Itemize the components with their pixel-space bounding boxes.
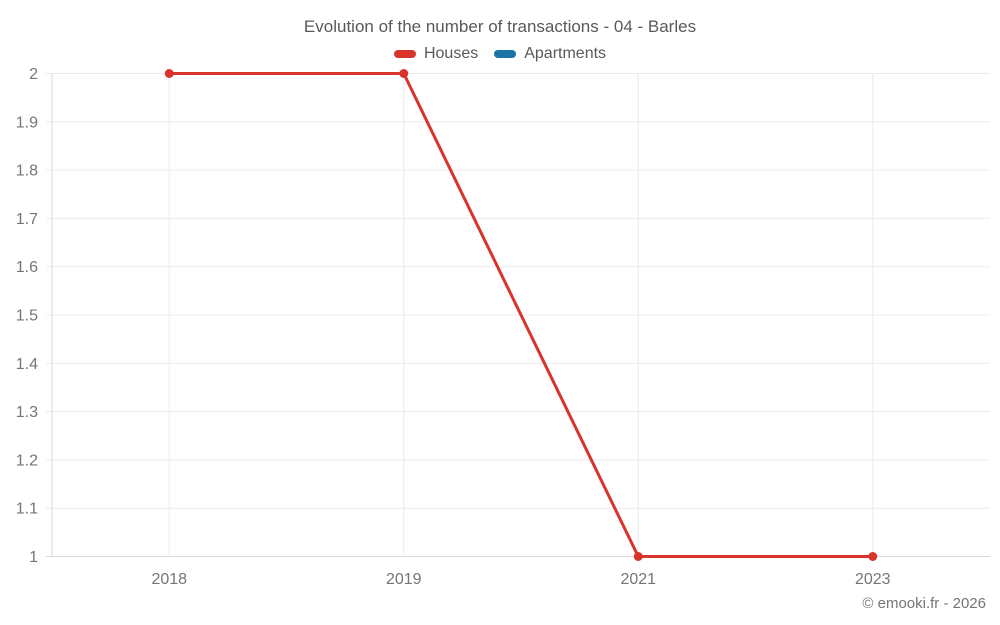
x-tick-label: 2021	[620, 571, 656, 588]
y-tick-label: 2	[29, 66, 38, 83]
copyright-footer: © emooki.fr - 2026	[862, 595, 986, 612]
houses-data-point[interactable]	[399, 69, 409, 78]
y-tick-label: 1.4	[16, 356, 38, 373]
y-tick-label: 1.6	[16, 259, 38, 276]
legend-item-apartments[interactable]: Apartments	[494, 45, 606, 63]
x-tick-label: 2023	[855, 571, 891, 588]
houses-data-point[interactable]	[164, 69, 174, 78]
y-tick-label: 1.1	[16, 501, 38, 518]
y-tick-label: 1.3	[16, 404, 38, 421]
apartments-series-swatch-icon	[494, 50, 517, 58]
houses-data-point[interactable]	[868, 552, 878, 561]
y-tick-label: 1.5	[16, 308, 38, 325]
y-tick-label: 1.7	[16, 211, 38, 228]
houses-data-point[interactable]	[633, 552, 643, 561]
y-tick-label: 1	[29, 549, 38, 566]
legend-label-houses: Houses	[423, 45, 479, 62]
legend-item-houses[interactable]: Houses	[393, 45, 479, 63]
houses-series-line	[167, 72, 875, 558]
x-tick-label: 2018	[151, 571, 187, 588]
y-tick-label: 1.8	[16, 163, 38, 180]
houses-series-swatch-icon	[393, 50, 416, 58]
legend: Houses Apartments	[0, 45, 1000, 63]
chart-title: Evolution of the number of transactions …	[303, 17, 697, 36]
y-tick-label: 1.2	[16, 452, 38, 469]
x-tick-label: 2019	[386, 571, 422, 588]
y-tick-label: 1.9	[16, 114, 38, 131]
legend-label-apartments: Apartments	[524, 45, 607, 62]
